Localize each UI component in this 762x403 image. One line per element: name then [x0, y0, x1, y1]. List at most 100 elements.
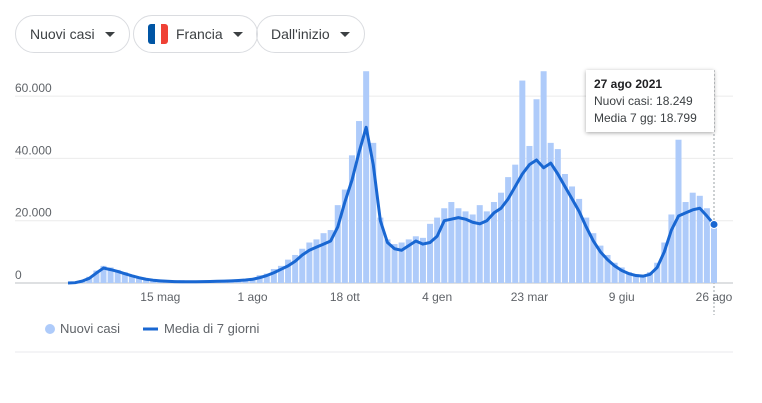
bar [419, 237, 426, 283]
bar [441, 208, 448, 283]
bar [604, 254, 611, 283]
flag [148, 24, 168, 44]
bar [703, 208, 710, 283]
bar [682, 202, 689, 283]
bar [320, 233, 327, 283]
tooltip-cases: Nuovi casi: 18.249 [594, 94, 693, 108]
plot: 0 20.000 40.000 60.000 15 mag 1 ago 18 ott 4 ge… [15, 71, 733, 304]
x-tick-label: 26 ago [696, 290, 733, 304]
bar [427, 223, 434, 283]
bar [391, 244, 398, 283]
bar [561, 174, 568, 283]
x-tick-label: 18 ott [330, 290, 361, 304]
bar [625, 272, 632, 283]
bar [405, 239, 412, 283]
bar [285, 259, 292, 283]
bar [356, 121, 363, 283]
bar [469, 214, 476, 283]
x-tick-label: 9 giu [609, 290, 635, 304]
x-tick-label: 15 mag [140, 290, 180, 304]
range-select[interactable]: Dall'inizio [256, 15, 365, 53]
bar [462, 211, 469, 283]
bar [654, 262, 661, 283]
country-label: Francia [176, 26, 223, 42]
average-line [67, 125, 716, 285]
bar [661, 242, 668, 283]
bar [434, 217, 441, 283]
bar [363, 71, 370, 283]
bar [711, 226, 717, 283]
y-tick-label: 60.000 [15, 81, 52, 95]
bar [384, 239, 391, 283]
bar [270, 268, 277, 283]
metric-select[interactable]: Nuovi casi [15, 15, 130, 53]
bar [292, 254, 299, 283]
x-tick-label: 23 mar [511, 290, 548, 304]
bar [263, 273, 270, 283]
bar [476, 205, 483, 283]
bar [512, 164, 519, 283]
bar [689, 192, 696, 283]
bar [519, 80, 526, 283]
bar [412, 236, 419, 283]
bar [100, 265, 107, 283]
legend-swatch-bar [45, 324, 55, 334]
y-tick-label: 0 [15, 268, 22, 282]
y-tick-label: 20.000 [15, 206, 52, 220]
bar [107, 267, 114, 283]
bar [696, 195, 703, 283]
bar [675, 139, 682, 283]
bar [547, 142, 554, 283]
bar [618, 267, 625, 283]
bar [505, 177, 512, 283]
tooltip-date: 27 ago 2021 [594, 77, 663, 91]
x-tick-label: 1 ago [238, 290, 268, 304]
bar [576, 198, 583, 283]
bar [121, 272, 128, 283]
tooltip-average: Media 7 gg: 18.799 [594, 111, 697, 125]
range-label: Dall'inizio [271, 26, 330, 42]
bar [611, 262, 618, 283]
bar [334, 205, 341, 283]
bar [277, 265, 284, 283]
y-tick-label: 40.000 [15, 143, 52, 157]
country-select[interactable]: Francia [133, 15, 258, 53]
bar [348, 155, 355, 283]
bar [455, 208, 462, 283]
bar [306, 242, 313, 283]
bar [327, 230, 334, 283]
bar [377, 217, 384, 283]
legend-label[interactable]: Media di 7 giorni [164, 321, 259, 336]
bar [135, 277, 142, 283]
tooltip: 27 ago 2021 Nuovi casi: 18.249 Media 7 g… [586, 70, 714, 132]
bar [554, 149, 561, 283]
bar [498, 192, 505, 283]
bar [526, 145, 533, 283]
bar [632, 274, 639, 283]
bar [583, 217, 590, 283]
legend-label[interactable]: Nuovi casi [60, 321, 120, 336]
bar [398, 242, 405, 283]
bar [370, 142, 377, 283]
bar [647, 272, 654, 283]
bar [533, 99, 540, 283]
bar [483, 211, 490, 283]
bar [540, 71, 547, 283]
bar [668, 214, 675, 283]
bar [569, 186, 576, 283]
bar [313, 239, 320, 283]
bar [93, 270, 100, 283]
hover-dot [709, 219, 719, 229]
bar [299, 248, 306, 283]
bar [590, 233, 597, 283]
bar [448, 202, 455, 283]
bar [640, 274, 647, 283]
bar [128, 274, 135, 283]
bar [114, 269, 121, 283]
bar [143, 278, 150, 283]
bar [597, 245, 604, 283]
bar [341, 189, 348, 283]
x-tick-label: 4 gen [422, 290, 452, 304]
